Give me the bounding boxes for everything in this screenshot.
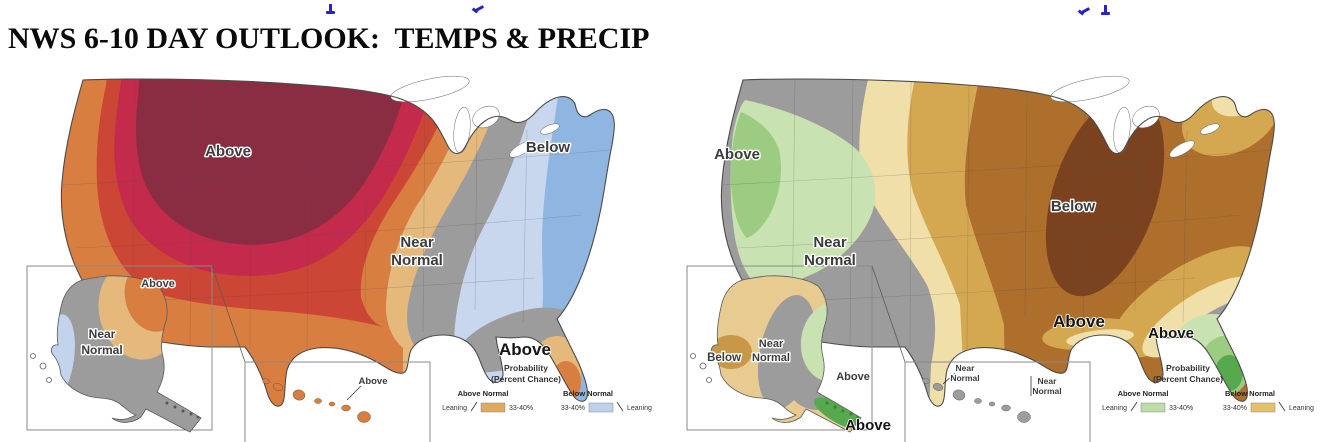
legend-above-range: 33-40% <box>1169 405 1193 412</box>
precip-alaska-label-above-bottom: Above <box>845 417 891 434</box>
hawaii-inset-box <box>904 361 1091 442</box>
legend-leaning-left: Leaning <box>1102 405 1127 412</box>
conus-outline <box>60 78 615 407</box>
legend-above-swatch <box>1140 402 1166 413</box>
legend-title: Probability <box>504 363 548 373</box>
precip-band-florida-dark-green <box>1215 355 1243 391</box>
precip-alaska-label-near: Near <box>759 338 784 350</box>
great-lakes <box>1050 75 1220 158</box>
lake-ontario <box>1200 123 1220 135</box>
lake-ontario <box>540 123 560 135</box>
precipitation-outlook-map: Above Near Normal Below Above Above Belo… <box>675 70 1320 442</box>
temp-alaska-label-above: Above <box>141 278 175 290</box>
legend-below-range: 33-40% <box>1223 405 1247 412</box>
legend-subtitle: (Percent Chance) <box>491 374 561 384</box>
precip-label-normal: Normal <box>804 252 856 269</box>
precip-label-near: Near <box>813 234 847 251</box>
temp-label-above-center: Above <box>205 143 251 160</box>
precip-hawaii-label-normal-2: Normal <box>1032 386 1061 396</box>
conus-outline <box>720 78 1275 407</box>
temp-hawaii-islands <box>262 378 371 423</box>
hawaii-label-pointer <box>346 385 362 401</box>
hawaii-label-pointer <box>942 372 956 385</box>
legend-backslash <box>616 401 624 412</box>
temp-label-normal: Normal <box>391 252 443 269</box>
lake-huron <box>1132 105 1160 129</box>
temp-band-maroon-above <box>136 79 415 245</box>
aleutian-islands <box>690 353 712 383</box>
clipped-link-text-fragment <box>471 5 485 15</box>
state-borders <box>722 79 1272 350</box>
legend-below-normal-header: Below Normal <box>563 389 613 398</box>
legend-below-swatch <box>588 402 614 413</box>
temperature-outlook-map: Above Below Near Normal Above Above Near… <box>15 70 660 442</box>
temp-alaska-label-near: Near <box>89 327 116 341</box>
precip-alaska-dark-tan-below <box>711 335 752 369</box>
precip-band-dark-brown-below <box>1045 93 1165 297</box>
precip-alaska-label-above-southeast: Above <box>836 371 870 383</box>
legend-leaning-right: Leaning <box>627 405 652 412</box>
great-lakes <box>390 75 560 158</box>
temp-alaska-label-normal: Normal <box>81 343 122 357</box>
precip-alaska-panhandle-green <box>814 397 862 431</box>
precip-hawaii-label-near-1: Near <box>956 363 976 373</box>
precip-legend: Probability (Percent Chance) Above Norma… <box>1102 363 1314 413</box>
precip-hawaii-label-normal-1: Normal <box>950 373 979 383</box>
precip-alaska-label-normal: Normal <box>752 352 790 364</box>
lake-superior <box>1050 75 1130 103</box>
legend-slash <box>1130 401 1138 412</box>
alaska-inset-box <box>26 265 213 431</box>
precip-label-above-gulf: Above <box>1053 312 1105 331</box>
precip-hawaii-label-near-2: Near <box>1038 376 1058 386</box>
legend-slash <box>470 401 478 412</box>
alaska-outline <box>50 275 202 433</box>
precip-band-green-coast <box>730 112 781 238</box>
legend-title: Probability <box>1166 363 1210 373</box>
temperature-map-svg: Above Below Near Normal Above Above Near… <box>26 75 652 442</box>
lake-huron <box>472 105 500 129</box>
temp-label-below-northeast: Below <box>526 139 571 156</box>
temp-label-near: Near <box>400 234 434 251</box>
legend-above-swatch <box>480 402 506 413</box>
lake-erie <box>509 140 535 158</box>
legend-subtitle: (Percent Chance) <box>1153 374 1223 384</box>
temp-legend: Probability (Percent Chance) Above Norma… <box>442 363 652 413</box>
alaska-outline <box>710 275 862 433</box>
precip-label-above-west: Above <box>714 146 760 163</box>
temp-hawaii-label-above: Above <box>358 376 387 387</box>
clipped-link-text-fragment <box>1077 7 1091 17</box>
inset-connector-line <box>211 265 246 363</box>
panhandle-texture <box>825 401 860 419</box>
lake-erie <box>1169 140 1195 158</box>
inset-connector-line <box>871 265 906 363</box>
lake-superior <box>390 75 470 103</box>
legend-below-swatch <box>1250 402 1276 413</box>
legend-leaning-left: Leaning <box>442 405 467 412</box>
aleutian-islands <box>30 353 52 383</box>
page-title: NWS 6-10 DAY OUTLOOK: TEMPS & PRECIP <box>8 22 650 55</box>
legend-above-normal-header: Above Normal <box>1118 389 1169 398</box>
legend-below-normal-header: Below Normal <box>1225 389 1275 398</box>
temp-alaska-light-blue <box>51 314 75 402</box>
precipitation-map-svg: Above Near Normal Below Above Above Belo… <box>686 75 1314 442</box>
legend-backslash <box>1278 401 1286 412</box>
clipped-link-text-fragment <box>1101 5 1110 16</box>
legend-leaning-right: Leaning <box>1289 405 1314 412</box>
precip-hawaii-islands <box>922 378 1031 423</box>
precip-label-below-center: Below <box>1051 198 1096 215</box>
legend-below-range: 33-40% <box>561 405 585 412</box>
hawaii-inset-box <box>244 361 431 442</box>
precip-alaska-label-below: Below <box>707 352 741 364</box>
legend-above-normal-header: Above Normal <box>458 389 509 398</box>
precip-band-gray-maine-tip <box>1253 79 1265 86</box>
clipped-link-text-fragment <box>326 4 335 15</box>
state-borders <box>62 79 612 350</box>
precip-label-above-florida: Above <box>1148 325 1194 342</box>
legend-above-range: 33-40% <box>509 405 533 412</box>
temp-label-above-florida: Above <box>499 340 551 359</box>
alaska-inset-box <box>686 265 873 431</box>
